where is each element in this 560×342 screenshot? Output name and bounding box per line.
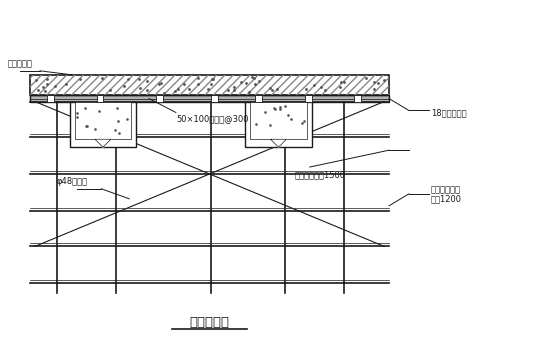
Text: 楼板支模图: 楼板支模图 xyxy=(190,316,230,329)
Bar xyxy=(74,102,131,139)
Bar xyxy=(30,75,389,95)
Bar xyxy=(255,95,262,102)
Bar xyxy=(250,102,307,139)
Bar xyxy=(245,102,312,147)
Bar xyxy=(70,102,136,147)
Bar xyxy=(305,95,312,102)
Text: 间距1200: 间距1200 xyxy=(431,194,462,203)
Text: 18厚竹胶模板: 18厚竹胶模板 xyxy=(431,108,466,117)
Bar xyxy=(30,95,389,102)
Text: 50×100木龙骨@300: 50×100木龙骨@300 xyxy=(177,115,249,123)
Bar xyxy=(96,95,104,102)
Text: 混凝土楼面: 混凝土楼面 xyxy=(7,60,32,69)
Text: 水平拉杆步距1500: 水平拉杆步距1500 xyxy=(295,170,346,179)
Bar xyxy=(211,95,217,102)
Polygon shape xyxy=(270,139,287,147)
Polygon shape xyxy=(95,139,111,147)
Bar xyxy=(156,95,163,102)
Text: 扣件式脚手架: 扣件式脚手架 xyxy=(431,185,461,194)
Text: φ48斜拉杆: φ48斜拉杆 xyxy=(57,177,88,186)
Bar xyxy=(30,75,389,95)
Bar xyxy=(354,95,361,102)
Bar xyxy=(47,95,54,102)
